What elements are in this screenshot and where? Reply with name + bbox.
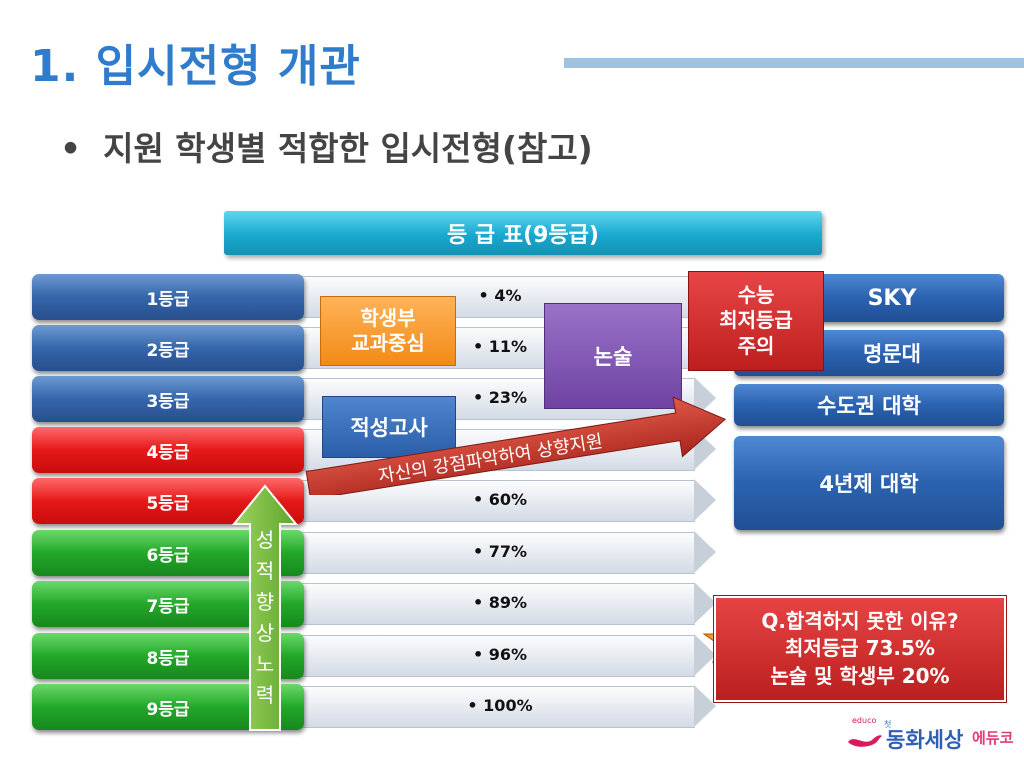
- logo-small-text: educo: [852, 716, 877, 725]
- percent-label: • 96%: [472, 645, 528, 664]
- csat-minimum-box: 수능 최저등급 주의: [688, 271, 824, 371]
- percent-band: [294, 583, 695, 625]
- percent-band-tip: [694, 479, 716, 521]
- percent-label: • 4%: [478, 286, 522, 305]
- percent-label: • 60%: [472, 490, 528, 509]
- percent-label: • 100%: [467, 696, 533, 715]
- grade-up-char: 노: [255, 652, 275, 676]
- essay-box: 논술: [544, 303, 682, 409]
- aptitude-test-box: 적성고사: [322, 396, 456, 458]
- percent-band-tip: [694, 634, 716, 676]
- university-4year: 4년제 대학: [734, 436, 1004, 530]
- fail-reason-csat: 최저등급 73.5%: [785, 636, 935, 661]
- student-record-label: 학생부 교과중심: [351, 306, 425, 355]
- university-label: 수도권 대학: [817, 394, 921, 418]
- grade-up-char: 향: [255, 590, 275, 614]
- grade-up-char: 적: [255, 559, 275, 583]
- grade-1-bar: 1등급: [32, 274, 304, 320]
- university-label: SKY: [867, 285, 917, 311]
- grade-up-char: 력: [255, 683, 275, 707]
- page-subtitle: • 지원 학생별 적합한 입시전형(참고): [60, 122, 593, 170]
- logo-name: 동화세상: [886, 728, 964, 752]
- fail-reason-box: Q.합격하지 못한 이유? 최저등급 73.5% 논술 및 학생부 20%: [713, 595, 1007, 703]
- grade-up-char: 성: [255, 528, 275, 552]
- percent-band: [294, 686, 695, 728]
- percent-band: [294, 635, 695, 677]
- percent-label: • 11%: [472, 337, 528, 356]
- percent-label: • 23%: [472, 388, 528, 407]
- percent-band-tip: [694, 685, 716, 727]
- fail-reason-question: Q.합격하지 못한 이유?: [761, 608, 959, 633]
- student-record-box: 학생부 교과중심: [320, 296, 456, 366]
- title-rule: [564, 58, 1024, 68]
- percent-band: [294, 532, 695, 574]
- university-label: 명문대: [863, 342, 921, 366]
- fail-reason-essay: 논술 및 학생부 20%: [770, 663, 950, 688]
- logo-suffix: 에듀코: [972, 729, 1014, 747]
- logo-tag: 첫: [884, 720, 892, 729]
- page-title: 1. 입시전형 개관: [30, 41, 361, 92]
- grade-up-arrow: [232, 484, 298, 731]
- university-metro: 수도권 대학: [734, 384, 1004, 426]
- grade-3-bar: 3등급: [32, 376, 304, 422]
- grade-up-char: 상: [255, 621, 275, 645]
- grade-table-banner: 등 급 표(9등급): [224, 211, 822, 255]
- brand-logo: educo 첫 동화세상 에듀코: [846, 716, 1016, 756]
- genie-lamp-icon: [848, 735, 882, 747]
- percent-band-tip: [694, 582, 716, 624]
- csat-minimum-label: 수능 최저등급 주의: [719, 282, 793, 358]
- bullet-icon: •: [60, 129, 82, 168]
- percent-label: • 77%: [472, 542, 528, 561]
- percent-label: • 89%: [472, 593, 528, 612]
- grade-4-bar: 4등급: [32, 427, 304, 473]
- subtitle-text: 지원 학생별 적합한 입시전형(참고): [103, 129, 593, 168]
- university-label: 4년제 대학: [819, 472, 919, 496]
- strength-arrow: 자신의 강점파악하여 상향지원: [305, 396, 727, 495]
- percent-band-tip: [694, 531, 716, 573]
- grade-2-bar: 2등급: [32, 325, 304, 371]
